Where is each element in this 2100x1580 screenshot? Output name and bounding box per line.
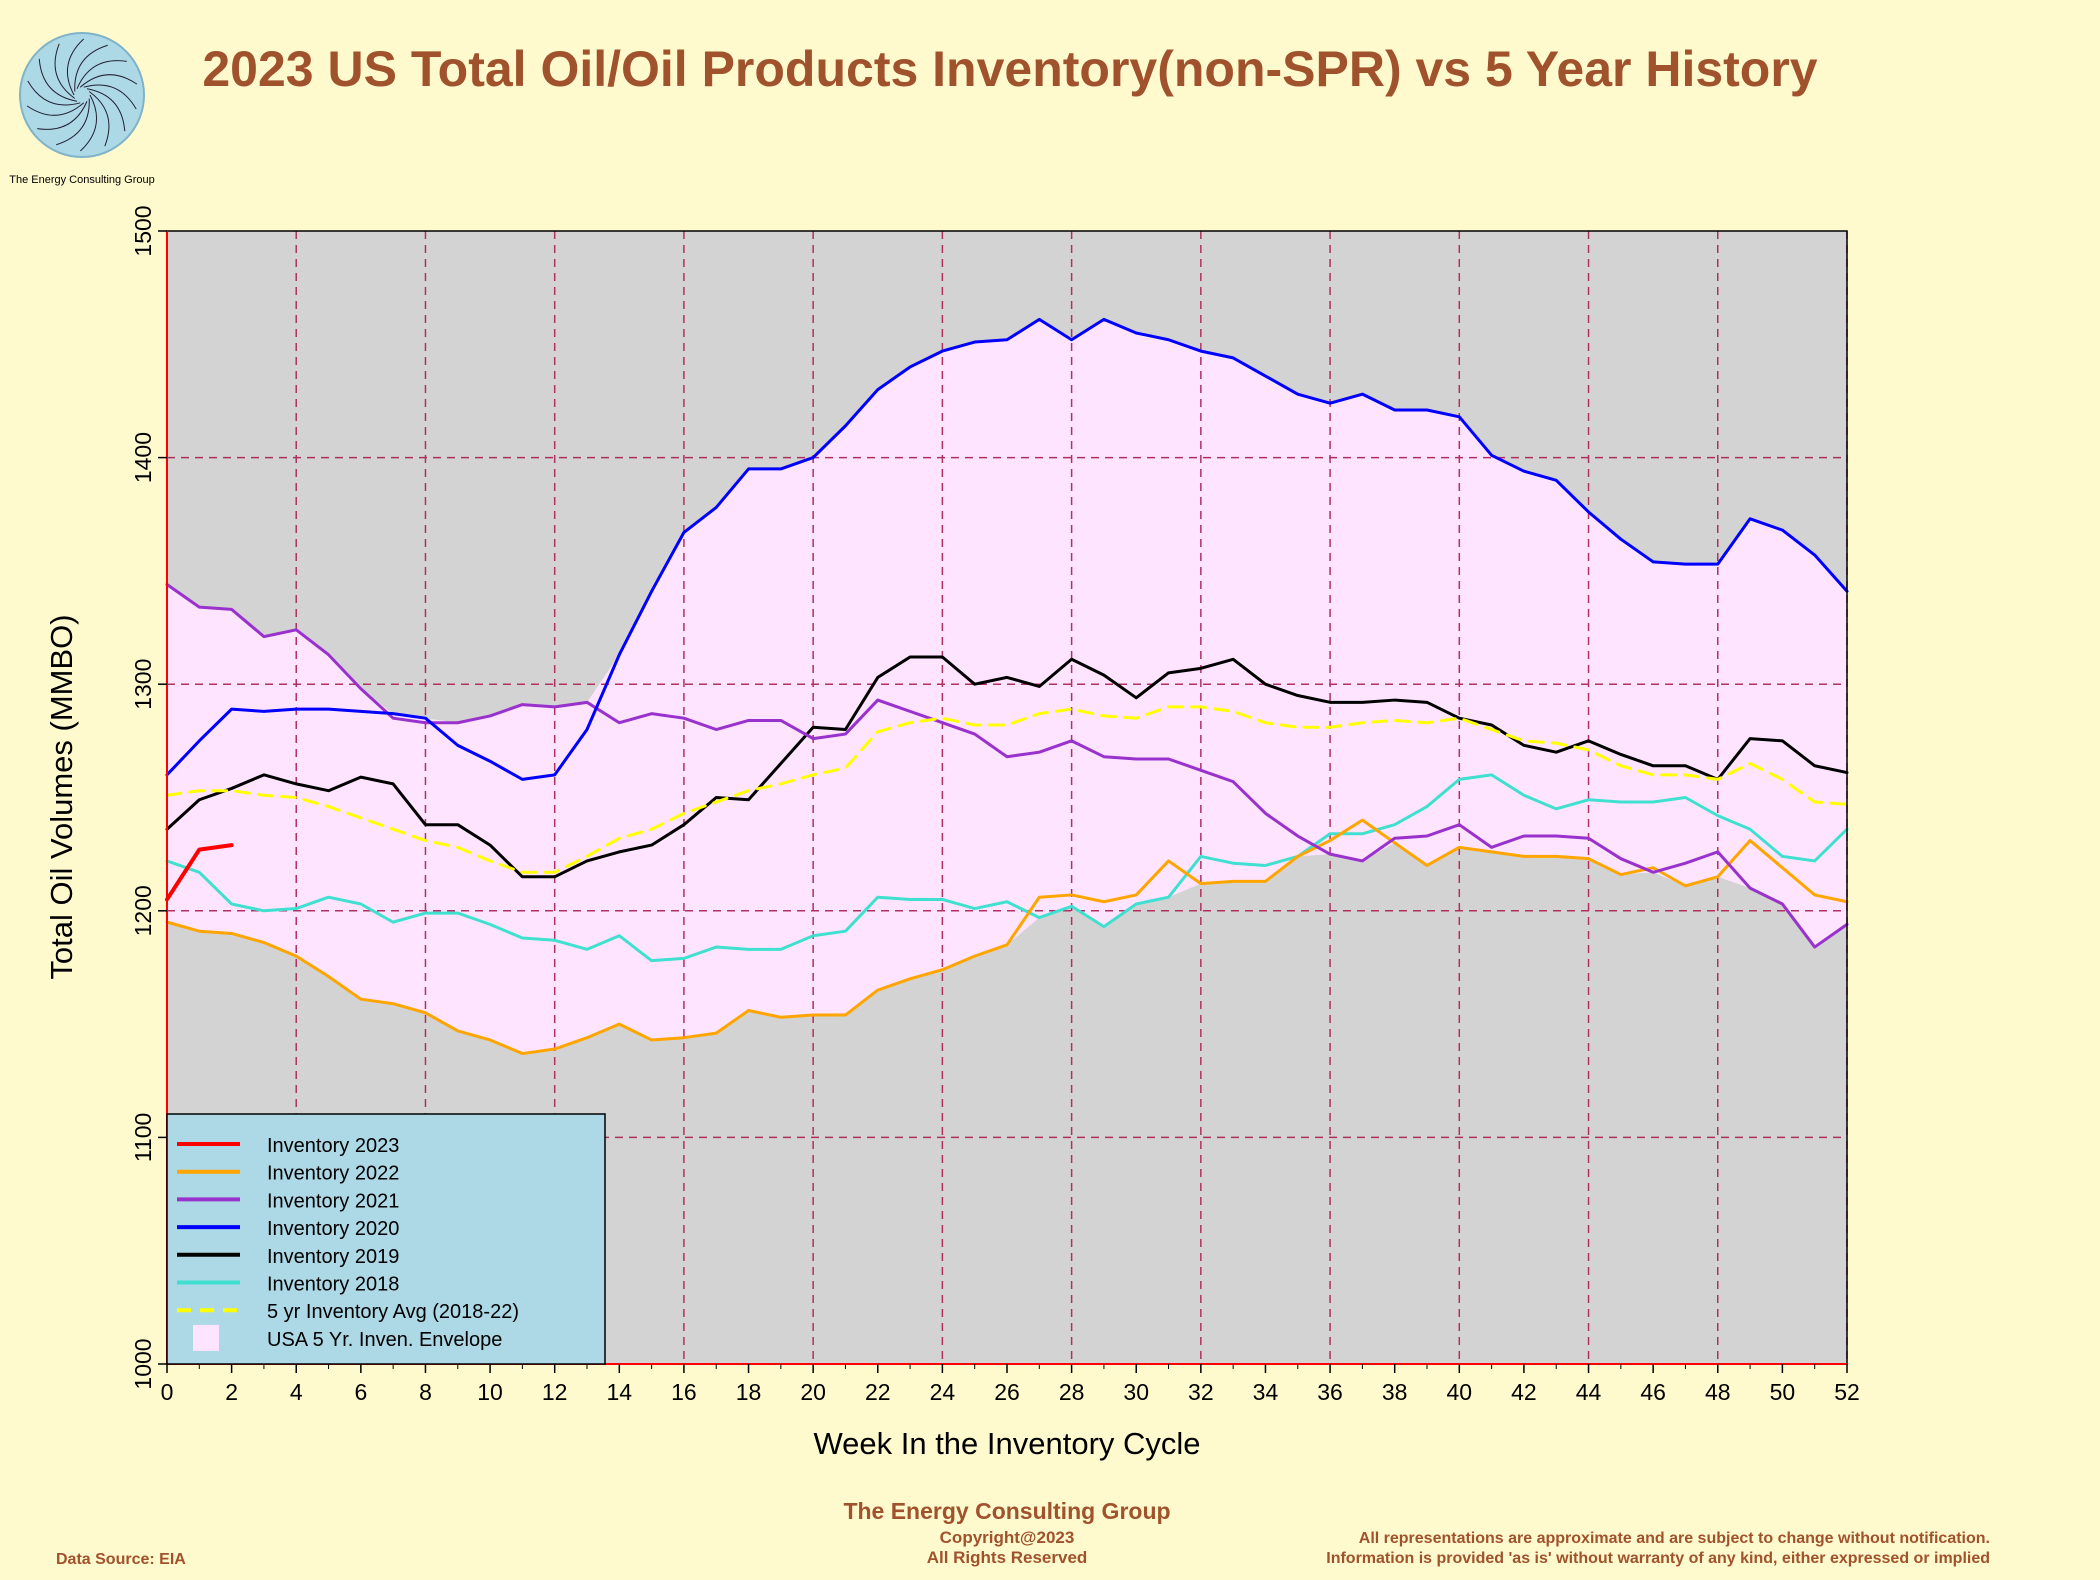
x-tick-label: 10 bbox=[477, 1379, 503, 1405]
series-line-inventory-2020 bbox=[165, 317, 1849, 781]
series-line-inventory-2022 bbox=[165, 818, 1849, 1056]
x-tick-label: 24 bbox=[930, 1379, 956, 1405]
x-tick-label: 38 bbox=[1382, 1379, 1408, 1405]
y-axis-label: Total Oil Volumes (MMBO) bbox=[44, 614, 79, 979]
logo-swirl-stroke bbox=[54, 43, 76, 99]
x-tick-label: 36 bbox=[1317, 1379, 1343, 1405]
footer-copyright: Copyright@2023 bbox=[940, 1528, 1075, 1547]
legend: Inventory 2023 Inventory 2022 Inventory 20… bbox=[166, 1113, 606, 1365]
x-tick-label: 14 bbox=[607, 1379, 633, 1405]
x-tick-label: 34 bbox=[1253, 1379, 1279, 1405]
series-line-inventory-2019 bbox=[165, 655, 1849, 879]
x-tick-label: 44 bbox=[1576, 1379, 1602, 1405]
x-tick-label: 32 bbox=[1188, 1379, 1214, 1405]
chart-title: 2023 US Total Oil/Oil Products Inventory… bbox=[202, 41, 1817, 97]
logo-swirl-stroke bbox=[26, 102, 85, 116]
legend-label: Inventory 2019 bbox=[267, 1246, 399, 1268]
y-tick-label: 1500 bbox=[130, 205, 156, 256]
x-tick-label: 26 bbox=[994, 1379, 1020, 1405]
company-logo: The Energy Consulting Group bbox=[9, 32, 155, 186]
x-tick-label: 18 bbox=[736, 1379, 762, 1405]
x-tick-label: 22 bbox=[865, 1379, 891, 1405]
series-line-inventory-2021 bbox=[165, 582, 1849, 949]
legend-items: Inventory 2023 Inventory 2022 Inventory 20… bbox=[177, 1135, 519, 1351]
x-tick-label: 50 bbox=[1770, 1379, 1796, 1405]
x-tick-label: 0 bbox=[161, 1379, 174, 1405]
x-tick-label: 6 bbox=[354, 1379, 367, 1405]
legend-box bbox=[166, 1113, 606, 1365]
legend-label: Inventory 2022 bbox=[267, 1163, 399, 1185]
y-tick-label: 1400 bbox=[130, 432, 156, 483]
x-tick-label: 28 bbox=[1059, 1379, 1085, 1405]
x-axis-label: Week In the Inventory Cycle bbox=[813, 1426, 1200, 1461]
footer-data-source: Data Source: EIA bbox=[56, 1551, 186, 1568]
x-tick-label: 40 bbox=[1447, 1379, 1473, 1405]
y-tick-label: 1200 bbox=[130, 885, 156, 936]
tick-layer: 0 2 4 6 8 10 12 14 16 18 20 22 24 26 28 30 32 34 36 38 40 42 4… bbox=[130, 205, 1860, 1405]
legend-label: Inventory 2021 bbox=[267, 1190, 399, 1212]
x-tick-label: 12 bbox=[542, 1379, 568, 1405]
logo-swirl-stroke bbox=[74, 44, 108, 92]
y-tick-label: 1100 bbox=[130, 1113, 156, 1162]
logo-caption: The Energy Consulting Group bbox=[9, 174, 155, 186]
legend-label: 5 yr Inventory Avg (2018-22) bbox=[267, 1301, 519, 1323]
series-line-inventory-2018 bbox=[165, 773, 1849, 963]
x-tick-label: 4 bbox=[290, 1379, 303, 1405]
logo-swirl-stroke bbox=[76, 60, 127, 89]
x-tick-label: 20 bbox=[800, 1379, 826, 1405]
x-tick-label: 30 bbox=[1123, 1379, 1149, 1405]
footer-rights: All Rights Reserved bbox=[927, 1548, 1088, 1567]
series-line-5-yr-inventory-avg-2018-22 bbox=[165, 705, 1849, 874]
logo-swirl-stroke bbox=[37, 101, 88, 130]
series-line-inventory-2023 bbox=[165, 843, 234, 902]
legend-label: USA 5 Yr. Inven. Envelope bbox=[267, 1329, 502, 1351]
logo-swirl-stroke bbox=[27, 80, 81, 106]
logo-swirl-icon bbox=[26, 38, 138, 152]
series-layer bbox=[165, 317, 1849, 1056]
y-tick-label: 1300 bbox=[130, 659, 156, 710]
footer-company: The Energy Consulting Group bbox=[843, 1498, 1170, 1524]
logo-swirl-stroke bbox=[38, 58, 78, 102]
x-tick-label: 48 bbox=[1705, 1379, 1731, 1405]
x-tick-label: 2 bbox=[225, 1379, 238, 1405]
legend-label: Inventory 2023 bbox=[267, 1135, 399, 1157]
x-tick-label: 52 bbox=[1834, 1379, 1860, 1405]
envelope-layer bbox=[167, 319, 1847, 1054]
legend-envelope-swatch bbox=[193, 1324, 219, 1351]
logo-swirl-stroke bbox=[88, 91, 110, 147]
logo-swirl-stroke bbox=[83, 84, 137, 110]
footer-disclaimer-1: All representations are approximate and … bbox=[1359, 1530, 1990, 1547]
logo-swirl-stroke bbox=[67, 38, 84, 96]
legend-label: Inventory 2020 bbox=[267, 1218, 399, 1240]
logo-swirl-stroke bbox=[79, 74, 138, 88]
x-tick-label: 8 bbox=[419, 1379, 432, 1405]
y-tick-label: 1000 bbox=[130, 1338, 156, 1389]
x-tick-label: 42 bbox=[1511, 1379, 1537, 1405]
logo-swirl-stroke bbox=[80, 94, 97, 152]
logo-swirl-stroke bbox=[86, 88, 126, 132]
x-tick-label: 46 bbox=[1640, 1379, 1666, 1405]
legend-label: Inventory 2018 bbox=[267, 1274, 399, 1296]
envelope-area bbox=[167, 319, 1847, 1054]
logo-swirl-stroke bbox=[56, 98, 90, 146]
x-tick-label: 16 bbox=[671, 1379, 697, 1405]
logo-circle bbox=[19, 32, 145, 158]
footer-disclaimer-2: Information is provided 'as is' without … bbox=[1326, 1550, 1990, 1567]
